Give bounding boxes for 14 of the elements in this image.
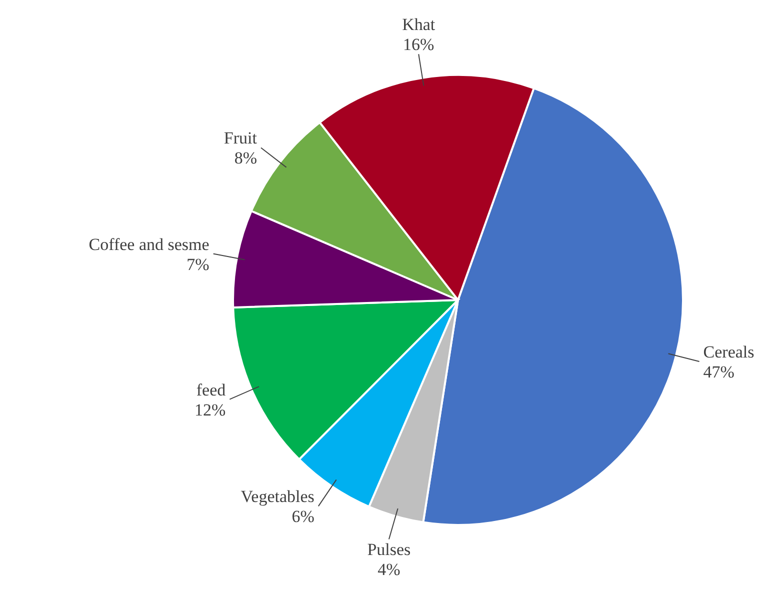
data-label: 7% [186,254,210,274]
data-label: 8% [234,148,257,168]
data-label: 6% [292,507,314,526]
data-label: 4% [378,560,400,580]
slice-label: feed [196,380,226,400]
data-label: 16% [403,35,434,54]
slice-label: Coffee and sesme [88,234,210,254]
data-label: 12% [194,400,226,420]
slice-label: Vegetables [240,487,314,506]
slice-label: Khat [402,15,436,34]
data-label: 47% [703,362,734,382]
slice-label: Cereals [703,342,754,362]
slice-label: Fruit [224,128,258,148]
slice-label: Pulses [367,540,411,560]
